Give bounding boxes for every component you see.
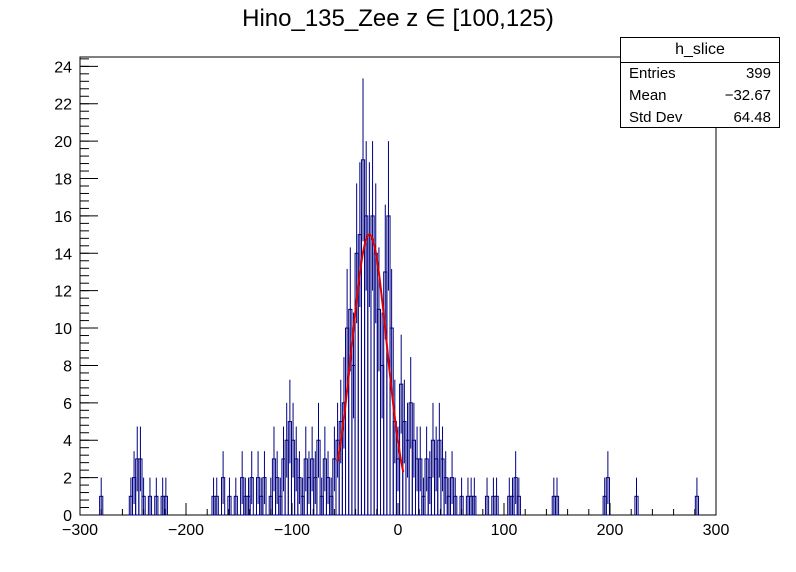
stats-row-mean: Mean −32.67 <box>621 85 779 107</box>
stats-value: −32.67 <box>724 87 771 104</box>
x-tick-label: 0 <box>394 522 403 539</box>
stats-row-stddev: Std Dev 64.48 <box>621 107 779 129</box>
x-tick-label: 200 <box>597 522 624 539</box>
stats-row-entries: Entries 399 <box>621 63 779 85</box>
x-tick-label: −300 <box>62 522 98 539</box>
x-tick-label: −100 <box>274 522 310 539</box>
y-tick-label: 14 <box>54 246 72 263</box>
stats-value: 64.48 <box>733 109 771 126</box>
stats-box-title: h_slice <box>621 38 779 63</box>
stats-label: Std Dev <box>629 109 683 126</box>
fit-curve <box>336 233 405 473</box>
stats-label: Entries <box>629 65 676 82</box>
y-tick-label: 10 <box>54 321 72 338</box>
y-tick-label: 4 <box>63 433 72 450</box>
stats-value: 399 <box>745 65 771 82</box>
y-tick-label: 18 <box>54 172 72 189</box>
stats-box: h_slice Entries 399 Mean −32.67 Std Dev … <box>620 37 780 128</box>
stats-label: Mean <box>629 87 667 104</box>
y-tick-label: 6 <box>63 396 72 413</box>
chart-title: Hino_135_Zee z ∈ [100,125) <box>242 5 554 32</box>
y-tick-label: 22 <box>54 97 72 114</box>
y-tick-label: 20 <box>54 134 72 151</box>
y-tick-label: 24 <box>54 59 72 76</box>
y-tick-label: 2 <box>63 471 72 488</box>
x-tick-label: 100 <box>491 522 518 539</box>
y-tick-label: 0 <box>63 508 72 525</box>
x-tick-label: 300 <box>703 522 730 539</box>
y-tick-label: 16 <box>54 209 72 226</box>
y-tick-label: 8 <box>63 358 72 375</box>
y-tick-label: 12 <box>54 284 72 301</box>
x-tick-label: −200 <box>168 522 204 539</box>
